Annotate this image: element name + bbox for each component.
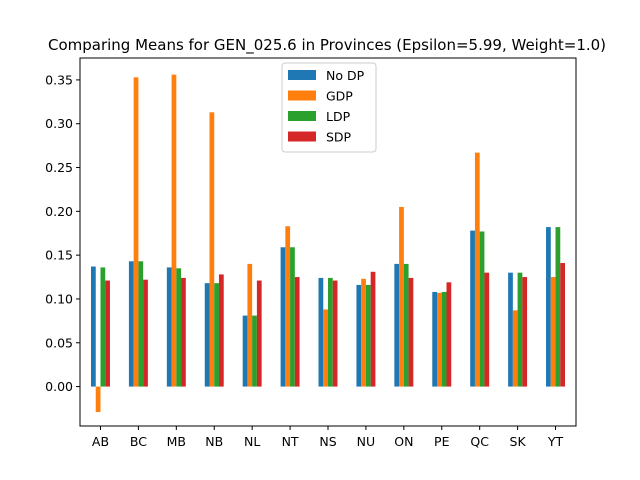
bar-gdp-bc xyxy=(133,77,139,387)
bars-group xyxy=(91,74,565,412)
bar-no-dp-sk xyxy=(508,272,513,387)
y-tick-label: 0.15 xyxy=(45,248,73,263)
bar-gdp-on xyxy=(399,206,404,387)
bar-gdp-ns xyxy=(323,309,328,387)
bar-gdp-pe xyxy=(437,292,442,387)
bar-ldp-mb xyxy=(176,268,182,387)
x-tick-label-nl: NL xyxy=(244,434,260,449)
bar-no-dp-nu xyxy=(356,284,362,387)
bar-no-dp-on xyxy=(394,263,400,387)
bar-sdp-ns xyxy=(332,280,338,387)
x-tick-label-mb: MB xyxy=(167,434,186,449)
bar-no-dp-yt xyxy=(546,227,551,387)
bar-gdp-mb xyxy=(171,74,177,387)
x-tick-label-on: ON xyxy=(394,434,413,449)
bar-no-dp-nt xyxy=(280,247,286,387)
bar-ldp-qc xyxy=(479,231,485,387)
x-tick-label-ab: AB xyxy=(92,434,109,449)
bar-ldp-yt xyxy=(555,227,561,387)
bar-no-dp-qc xyxy=(470,230,475,387)
bar-ldp-ns xyxy=(328,277,333,387)
bar-sdp-nt xyxy=(294,277,300,387)
x-tick-label-pe: PE xyxy=(434,434,450,449)
x-tick-label-yt: YT xyxy=(547,434,564,449)
y-tick-label: 0.10 xyxy=(45,291,73,306)
bar-ldp-pe xyxy=(441,291,447,387)
bar-gdp-yt xyxy=(550,277,556,387)
bar-gdp-nt xyxy=(285,226,291,387)
bar-sdp-mb xyxy=(181,277,186,387)
legend-swatch-sdp xyxy=(288,131,316,142)
bar-sdp-nl xyxy=(256,280,262,387)
legend-label-no-dp: No DP xyxy=(326,68,365,83)
y-tick-label: 0.35 xyxy=(45,72,73,87)
bar-gdp-sk xyxy=(512,310,518,387)
bar-ldp-bc xyxy=(138,261,144,387)
bar-sdp-sk xyxy=(522,277,528,387)
legend-label-sdp: SDP xyxy=(326,130,352,145)
bar-ldp-nt xyxy=(290,247,295,387)
bar-no-dp-nb xyxy=(204,283,210,387)
bar-ldp-nl xyxy=(252,315,257,387)
bar-no-dp-ab xyxy=(91,266,96,387)
y-tick-label: 0.25 xyxy=(45,160,73,175)
y-tick-label: 0.05 xyxy=(45,335,73,350)
bar-sdp-bc xyxy=(143,279,148,387)
bar-sdp-nb xyxy=(218,274,224,387)
bar-ldp-nu xyxy=(365,284,371,387)
x-tick-label-nb: NB xyxy=(205,434,223,449)
bar-no-dp-mb xyxy=(166,267,172,387)
x-tick-label-nu: NU xyxy=(357,434,376,449)
bar-gdp-qc xyxy=(474,152,480,387)
bar-ldp-on xyxy=(403,263,409,387)
x-tick-label-nt: NT xyxy=(282,434,299,449)
bar-gdp-nl xyxy=(247,263,253,387)
bar-sdp-pe xyxy=(446,282,452,387)
legend: No DP GDP LDP SDP xyxy=(281,62,377,153)
bar-ldp-nb xyxy=(214,283,219,387)
legend-swatch-no-dp xyxy=(288,70,316,80)
x-tick-label-ns: NS xyxy=(319,434,336,449)
plot-frame xyxy=(79,57,577,427)
bar-no-dp-pe xyxy=(432,291,438,387)
y-axis: 0.00 0.05 0.10 0.15 0.20 0.25 0.30 0.35 xyxy=(45,72,80,394)
x-axis: AB BC MB NB NL NT NS NU ON PE QC SK YT xyxy=(92,426,564,449)
legend-label-ldp: LDP xyxy=(326,109,351,124)
x-tick-label-bc: BC xyxy=(130,434,147,449)
legend-box xyxy=(281,62,377,153)
bar-gdp-nb xyxy=(209,112,215,387)
y-tick-label: 0.20 xyxy=(45,204,73,219)
legend-swatch-ldp xyxy=(288,111,316,121)
x-tick-label-sk: SK xyxy=(510,434,527,449)
bar-no-dp-bc xyxy=(128,261,134,387)
x-tick-label-qc: QC xyxy=(470,434,489,449)
bar-ldp-sk xyxy=(517,272,523,387)
bar-gdp-nu xyxy=(361,278,366,387)
bar-no-dp-nl xyxy=(242,315,248,387)
bar-sdp-nu xyxy=(370,271,376,387)
bar-sdp-qc xyxy=(484,272,490,387)
chart-title: Comparing Means for GEN_025.6 in Provinc… xyxy=(48,36,606,55)
legend-label-gdp: GDP xyxy=(326,89,353,104)
legend-swatch-gdp xyxy=(288,90,316,101)
bar-sdp-on xyxy=(408,277,414,387)
y-tick-label: 0.00 xyxy=(45,379,73,394)
y-tick-label: 0.30 xyxy=(45,116,73,131)
bar-sdp-yt xyxy=(560,263,565,387)
bar-no-dp-ns xyxy=(318,277,324,387)
bar-sdp-ab xyxy=(105,280,110,387)
bar-gdp-ab xyxy=(95,386,101,412)
bar-ldp-ab xyxy=(100,267,106,387)
